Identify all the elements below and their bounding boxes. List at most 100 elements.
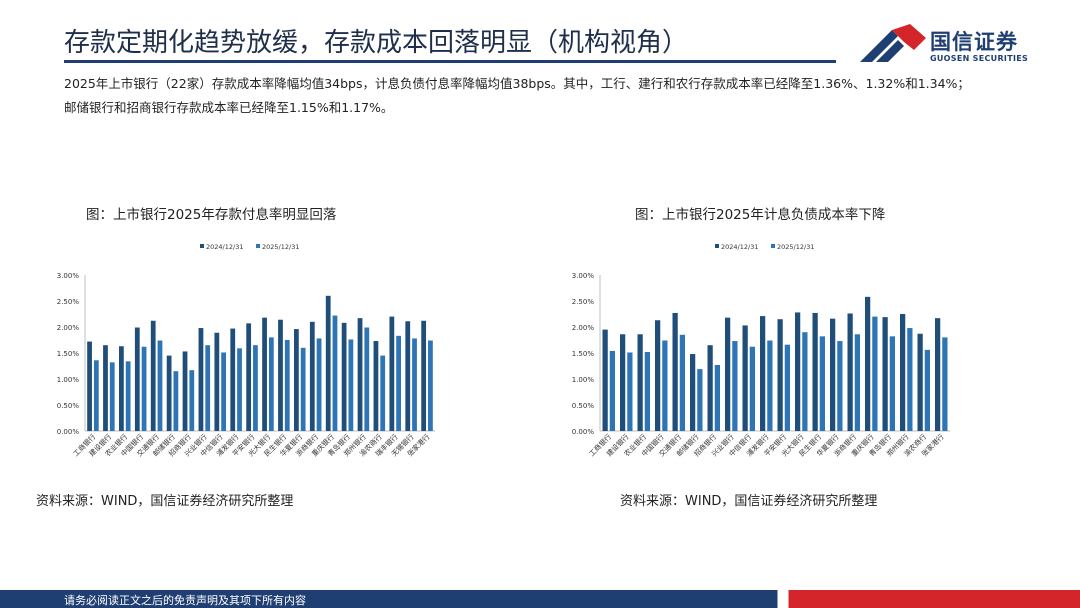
y-tick-label: 0.50% xyxy=(572,402,595,410)
bar-2025-14 xyxy=(837,341,843,431)
bar-2024-17 xyxy=(882,317,888,431)
bar-2025-6 xyxy=(697,369,703,431)
bar-2024-6 xyxy=(166,355,172,431)
y-tick-label: 2.00% xyxy=(572,324,595,332)
legend-label-1: 2024/12/31 xyxy=(721,243,758,251)
deposit-cost-chart: 0.00% 0.50% 1.00% 1.50% 2.00% 2.50% 3.00% 2024/… xyxy=(57,243,435,458)
y-tick-label: 3.00% xyxy=(572,272,595,280)
footer-disclaimer: 请务必阅读正文之后的免责声明及其项下所有内容 xyxy=(64,594,306,607)
bar-2025-14 xyxy=(300,347,306,431)
liability-cost-chart: 0.00% 0.50% 1.00% 1.50% 2.00% 2.50% 3.00% 2024/… xyxy=(572,243,950,458)
bar-2025-12 xyxy=(802,332,808,431)
bar-2024-2 xyxy=(620,334,626,431)
bar-2025-13 xyxy=(819,336,825,431)
bar-2024-7 xyxy=(707,345,713,431)
right-source-note: 资料来源：WIND，国信证券经济研究所整理 xyxy=(620,494,878,509)
bar-2024-11 xyxy=(246,323,252,431)
bar-2024-21 xyxy=(405,321,411,431)
bar-2025-15 xyxy=(854,334,860,431)
bar-2025-8 xyxy=(732,341,738,431)
logo-chinese-name: 国信证券 xyxy=(930,30,1018,54)
y-tick-label: 1.00% xyxy=(57,376,80,384)
bar-2024-13 xyxy=(278,319,283,431)
bar-2024-3 xyxy=(119,346,124,431)
footer-bar xyxy=(0,590,1080,608)
bar-2024-14 xyxy=(294,329,299,431)
bar-2024-9 xyxy=(742,325,748,431)
bar-2025-11 xyxy=(784,344,790,431)
bar-2024-10 xyxy=(230,328,236,431)
bar-2024-8 xyxy=(198,328,204,431)
bar-2024-5 xyxy=(672,312,678,431)
bar-2024-1 xyxy=(87,341,92,431)
bar-2025-12 xyxy=(268,337,274,431)
bar-2025-13 xyxy=(284,340,290,431)
summary-paragraph: 2025年上市银行（22家）存款成本率降幅均值34bps，计息负债付息率降幅均值… xyxy=(64,76,970,115)
bar-2025-16 xyxy=(872,316,878,431)
bar-2024-4 xyxy=(655,320,661,431)
bar-2025-10 xyxy=(237,348,242,431)
y-tick-label: 1.50% xyxy=(57,350,80,358)
guosen-logo-mark xyxy=(860,24,926,62)
bar-2024-15 xyxy=(847,313,853,431)
page-title: 存款定期化趋势放缓，存款成本回落明显（机构视角） xyxy=(64,28,689,58)
legend-label-1: 2024/12/31 xyxy=(206,243,243,251)
bar-2025-18 xyxy=(364,327,370,431)
bar-2024-16 xyxy=(865,296,871,431)
y-tick-label: 1.00% xyxy=(572,376,595,384)
legend-swatch-2 xyxy=(256,244,260,248)
bar-2024-17 xyxy=(341,322,347,431)
bar-2024-9 xyxy=(214,332,220,431)
right-chart-title: 图：上市银行2025年计息负债成本率下降 xyxy=(635,207,886,223)
bar-2025-2 xyxy=(109,362,115,431)
y-tick-label: 2.50% xyxy=(57,298,80,306)
bar-2024-22 xyxy=(421,320,427,431)
bar-2025-3 xyxy=(125,361,131,431)
bar-2024-12 xyxy=(262,317,267,431)
y-tick-label: 0.00% xyxy=(57,428,80,436)
legend-label-2: 2025/12/31 xyxy=(262,243,299,251)
bar-2025-9 xyxy=(749,346,755,431)
bar-2025-6 xyxy=(173,371,179,431)
bar-2025-20 xyxy=(942,337,948,431)
bar-2025-19 xyxy=(924,349,930,431)
bar-2025-8 xyxy=(205,345,211,431)
bar-2025-10 xyxy=(767,340,773,431)
bar-2025-17 xyxy=(348,339,354,431)
bar-2025-18 xyxy=(907,328,913,431)
bar-2024-5 xyxy=(150,320,156,431)
logo-english-name: GUOSEN SECURITIES xyxy=(930,54,1029,63)
legend-swatch-1 xyxy=(200,244,204,248)
bar-2024-11 xyxy=(777,319,783,431)
bar-2024-13 xyxy=(812,312,818,431)
bar-2024-7 xyxy=(182,351,188,431)
bar-2025-3 xyxy=(644,351,650,431)
bar-2024-12 xyxy=(795,312,801,431)
legend-swatch-2 xyxy=(771,244,775,248)
bar-2024-1 xyxy=(602,329,608,431)
legend-label-2: 2025/12/31 xyxy=(777,243,814,251)
bar-2025-1 xyxy=(609,350,615,431)
bar-2025-20 xyxy=(396,335,401,431)
bar-2025-19 xyxy=(380,355,386,431)
bar-2024-3 xyxy=(637,334,643,431)
bar-2025-11 xyxy=(253,345,258,431)
y-tick-label: 2.00% xyxy=(57,324,80,332)
y-tick-label: 2.50% xyxy=(572,298,595,306)
bar-2024-2 xyxy=(103,345,108,431)
title-divider xyxy=(64,60,836,63)
bar-2025-4 xyxy=(662,340,668,431)
bar-2024-4 xyxy=(134,327,140,431)
bar-2024-20 xyxy=(389,316,395,431)
bar-2025-9 xyxy=(221,352,226,431)
bar-2025-15 xyxy=(316,338,322,431)
bar-2024-6 xyxy=(690,354,696,431)
y-tick-label: 1.50% xyxy=(572,350,595,358)
bar-2025-17 xyxy=(889,336,895,431)
bar-2024-16 xyxy=(325,295,331,431)
bar-2024-18 xyxy=(357,318,363,431)
left-source-note: 资料来源：WIND，国信证券经济研究所整理 xyxy=(36,494,294,509)
bar-2025-7 xyxy=(714,364,720,431)
bar-2024-19 xyxy=(917,333,923,431)
bar-2024-18 xyxy=(900,314,906,431)
